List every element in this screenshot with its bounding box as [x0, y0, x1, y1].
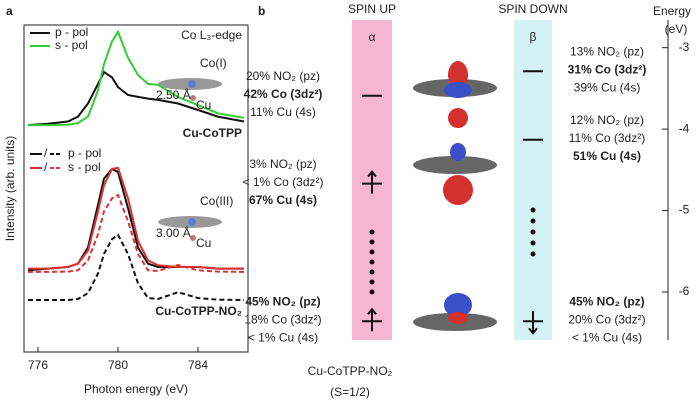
- inset-distance: 3.00 Å: [156, 225, 191, 240]
- y-axis-label: Energy: [653, 4, 691, 18]
- orbital-composition: 18% Co (3dz²): [244, 312, 321, 326]
- orbital-composition: < 1% Cu (4s): [572, 330, 642, 344]
- x-axis-label: Photon energy (eV): [84, 382, 188, 396]
- orbital-composition: 20% Co (3dz²): [568, 312, 645, 326]
- orbital-composition: 11% Cu (4s): [250, 105, 316, 119]
- x-tick-label: 776: [28, 358, 48, 372]
- orbital-composition: 20% NO₂ (pz): [246, 69, 320, 83]
- orbital-composition: 39% Cu (4s): [574, 80, 641, 94]
- orbital-composition: < 1% Co (3dz²): [242, 175, 323, 189]
- spin-symbol: α: [369, 30, 376, 44]
- y-tick-label: -3: [679, 40, 690, 54]
- spin-symbol: β: [530, 30, 537, 44]
- electron-arrow: [367, 307, 377, 332]
- orbital-composition: 51% Cu (4s): [573, 149, 641, 163]
- column-header: SPIN DOWN: [498, 2, 567, 16]
- orbital-composition: < 1% Cu (4s): [248, 330, 318, 344]
- spectrum-line: [27, 70, 245, 127]
- x-tick-label: 780: [108, 358, 128, 372]
- sample-label: Cu-CoTPP: [183, 126, 242, 140]
- column-header: SPIN UP: [348, 2, 396, 16]
- inset-site: Co(III): [200, 194, 233, 208]
- plot-frame: [23, 24, 249, 353]
- orbital-composition: 45% NO₂ (pz): [569, 294, 644, 308]
- panel-label: a: [6, 4, 13, 18]
- system-title: Cu-CoTPP-NO₂: [308, 364, 393, 378]
- spectrum-line: [28, 29, 245, 127]
- ellipsis-dots: [369, 207, 536, 295]
- orbital-composition: 42% Co (3dz²): [244, 87, 323, 101]
- orbital-plot: [413, 61, 497, 331]
- y-axis-label: Intensity (arb. units): [3, 136, 17, 241]
- panel-label: b: [258, 4, 265, 18]
- system-subtitle: (S=1/2): [330, 385, 370, 399]
- spectrum-line: [28, 233, 245, 301]
- inset-distance: 2.50 Å: [156, 87, 191, 102]
- inset-site: Co(I): [200, 56, 227, 70]
- inset-atom: Cu: [196, 98, 211, 112]
- inset-atom: Cu: [196, 236, 211, 250]
- sample-label: Cu-CoTPP-NO₂: [155, 304, 242, 318]
- orbital-composition: 67% Cu (4s): [249, 193, 317, 207]
- spin-column: [514, 20, 552, 340]
- y-tick-label: -4: [679, 121, 690, 135]
- y-axis-unit: (eV): [665, 22, 688, 36]
- orbital-composition: 11% Co (3dz²): [569, 131, 645, 145]
- electron-arrow: [528, 311, 538, 335]
- molecule-inset: [158, 78, 222, 241]
- legend-separator: /: [44, 160, 48, 174]
- electron-arrow: [367, 170, 377, 194]
- orbital-composition: 45% NO₂ (pz): [245, 294, 320, 308]
- edge-annotation: Co L₃-edge: [181, 28, 242, 42]
- y-tick-label: -5: [679, 203, 690, 217]
- legend-label: p - pol: [55, 25, 88, 39]
- orbital-composition: 12% NO₂ (pz): [570, 113, 644, 127]
- legend-label: p - pol: [68, 146, 101, 160]
- orbital-composition: 31% Co (3dz²): [568, 62, 647, 76]
- x-tick-label: 784: [188, 358, 208, 372]
- orbital-composition: 3% NO₂ (pz): [249, 157, 316, 171]
- orbital-composition: 13% NO₂ (pz): [570, 44, 644, 58]
- y-tick-label: -6: [679, 284, 690, 298]
- legend-label: s - pol: [68, 160, 101, 174]
- legend-label: s - pol: [55, 38, 88, 52]
- legend-separator: /: [44, 146, 48, 160]
- spectrum-line: [28, 193, 245, 273]
